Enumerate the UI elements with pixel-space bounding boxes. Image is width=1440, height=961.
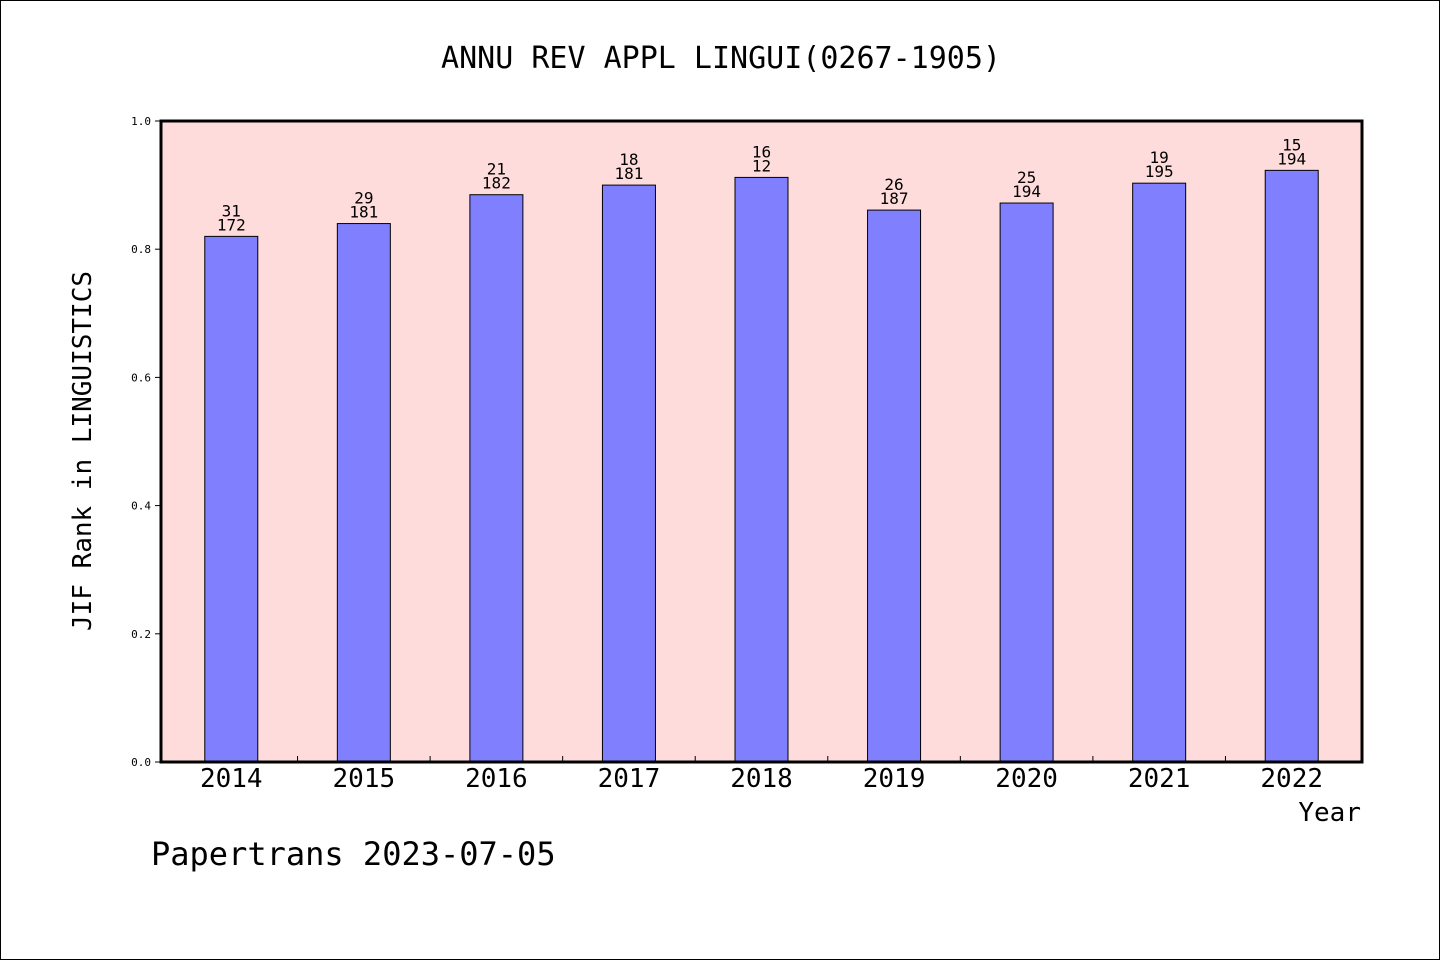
- bar-label-bottom-2021: 195: [1145, 162, 1174, 181]
- x-tick-label-2022: 2022: [1260, 764, 1323, 794]
- x-tick-label-2020: 2020: [995, 764, 1058, 794]
- bar-label-bottom-2019: 187: [880, 189, 909, 208]
- bar-2019: [867, 209, 922, 763]
- y-axis: 0.0 0.2 0.4 0.6 0.8 1.0: [131, 115, 161, 769]
- bar-2017: [601, 184, 656, 763]
- chart-title: ANNU REV APPL LINGUI(0267-1905): [441, 41, 1001, 76]
- y-tick-label: 0.8: [131, 243, 151, 256]
- bar-label-top-2018: 16: [752, 142, 771, 161]
- bar-label-group: 3117229181211821818116122618725194191951…: [217, 135, 1306, 234]
- bar-2021: [1132, 182, 1187, 763]
- bar-2015: [336, 223, 391, 763]
- bar-label-top-2017: 18: [619, 150, 638, 169]
- bar-2014: [204, 235, 259, 763]
- bar-label-top-2014: 31: [222, 201, 241, 220]
- x-axis: 2014 2015 2016 2017 2018 2019 2020 2021 2022: [200, 756, 1323, 794]
- bar-2018: [734, 176, 789, 763]
- bar-label-top-2016: 21: [487, 160, 506, 179]
- bar-label-bottom-2022: 194: [1277, 149, 1306, 168]
- bar-label-bottom-2015: 181: [349, 203, 378, 222]
- y-axis-label: JIF Rank in LINGUISTICS: [68, 271, 98, 631]
- y-tick-label: 0.6: [131, 371, 151, 384]
- x-tick-label-2019: 2019: [863, 764, 926, 794]
- bar-2016: [469, 194, 524, 763]
- bar-label-bottom-2014: 172: [217, 215, 246, 234]
- y-tick-label: 0.0: [131, 756, 151, 769]
- x-tick-label-2015: 2015: [333, 764, 396, 794]
- bar-label-top-2015: 29: [354, 189, 373, 208]
- bar-label-top-2022: 15: [1282, 135, 1301, 154]
- watermark-text: Papertrans 2023-07-05: [151, 835, 556, 873]
- y-tick-label: 0.4: [131, 500, 151, 513]
- x-tick-label-2014: 2014: [200, 764, 263, 794]
- bar-label-bottom-2020: 194: [1012, 182, 1041, 201]
- bar-group: [204, 169, 1319, 763]
- x-tick-label-2018: 2018: [730, 764, 793, 794]
- x-tick-label-2017: 2017: [598, 764, 661, 794]
- x-tick-label-2021: 2021: [1128, 764, 1191, 794]
- bar-2022: [1264, 169, 1319, 763]
- bar-label-bottom-2016: 182: [482, 174, 511, 193]
- bar-label-bottom-2017: 181: [614, 164, 643, 183]
- x-tick-label-2016: 2016: [465, 764, 528, 794]
- bar-label-top-2020: 25: [1017, 168, 1036, 187]
- plot-border: [159, 119, 1364, 764]
- bar-label-top-2021: 19: [1150, 148, 1169, 167]
- y-tick-label: 1.0: [131, 115, 151, 128]
- y-tick-label: 0.2: [131, 628, 151, 641]
- bar-2020: [999, 202, 1054, 763]
- x-axis-label: Year: [1298, 798, 1361, 828]
- bar-label-bottom-2018: 12: [752, 156, 771, 175]
- bar-label-top-2019: 26: [884, 175, 903, 194]
